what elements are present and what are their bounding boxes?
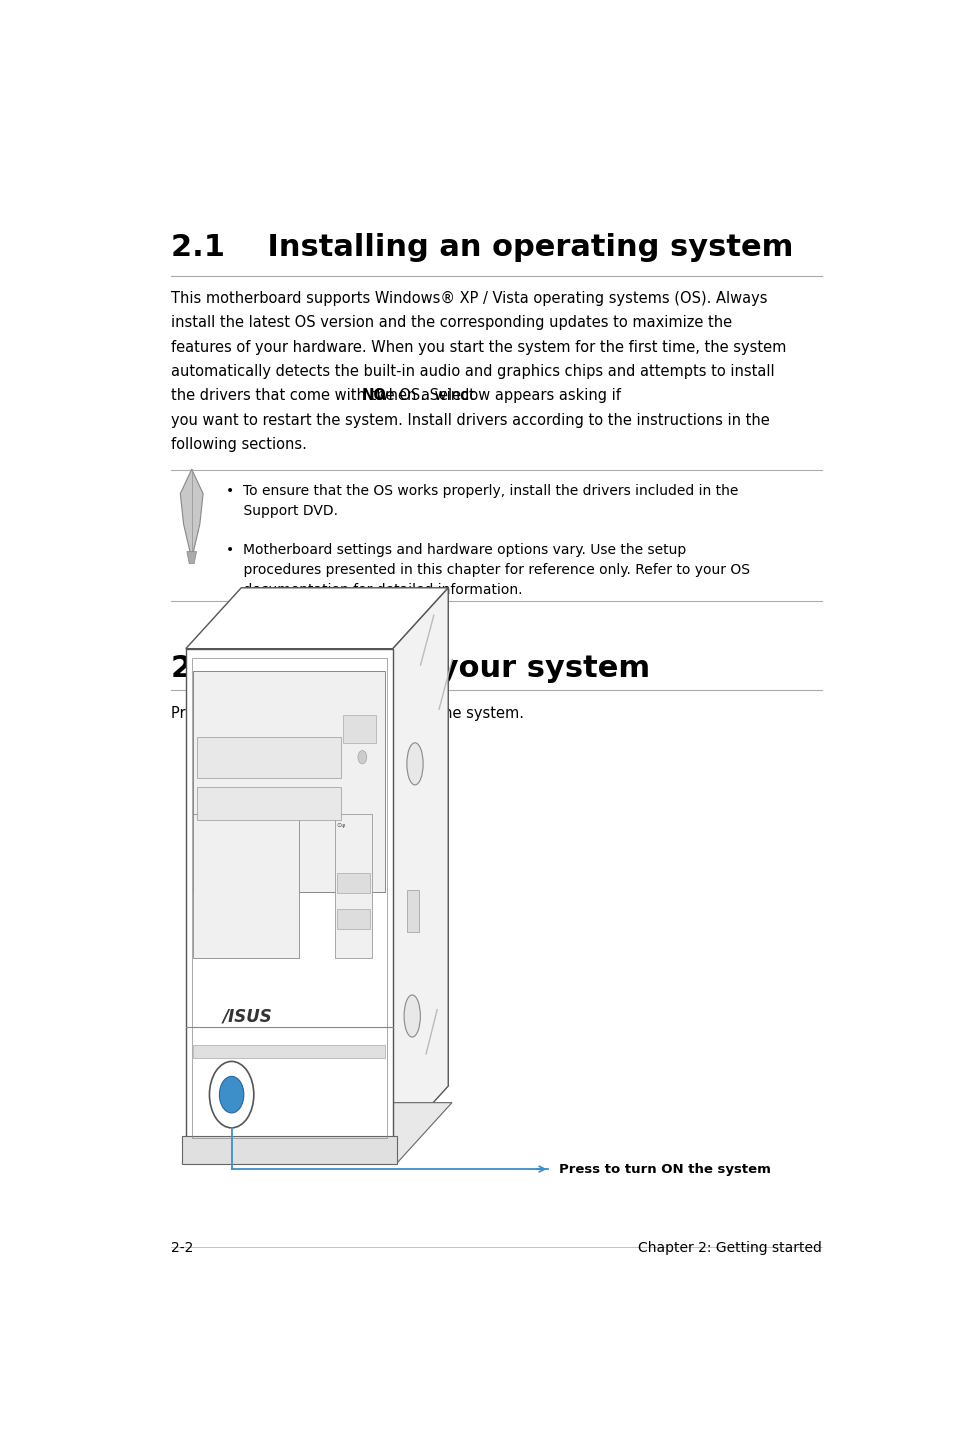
Text: /ISUS: /ISUS xyxy=(223,1008,273,1025)
Text: •  To ensure that the OS works properly, install the drivers included in the: • To ensure that the OS works properly, … xyxy=(226,483,738,498)
Text: Press the Power button to power up the system.: Press the Power button to power up the s… xyxy=(171,706,523,722)
FancyBboxPatch shape xyxy=(196,738,341,778)
FancyBboxPatch shape xyxy=(196,787,341,820)
Polygon shape xyxy=(186,588,448,649)
FancyBboxPatch shape xyxy=(406,890,418,932)
FancyBboxPatch shape xyxy=(182,1136,396,1163)
Ellipse shape xyxy=(406,743,423,785)
Circle shape xyxy=(357,751,366,764)
Circle shape xyxy=(219,1077,244,1113)
Text: documentation for detailed information.: documentation for detailed information. xyxy=(226,584,522,597)
Text: when a window appears asking if: when a window appears asking if xyxy=(371,388,619,404)
Text: Chapter 2: Getting started: Chapter 2: Getting started xyxy=(638,1241,821,1255)
Text: features of your hardware. When you start the system for the first time, the sys: features of your hardware. When you star… xyxy=(171,339,785,355)
Text: 2.2    Powering your system: 2.2 Powering your system xyxy=(171,654,649,683)
Polygon shape xyxy=(182,1103,452,1163)
FancyBboxPatch shape xyxy=(335,814,372,958)
FancyBboxPatch shape xyxy=(193,1045,385,1058)
Text: procedures presented in this chapter for reference only. Refer to your OS: procedures presented in this chapter for… xyxy=(226,564,750,578)
Text: the drivers that come with the OS. Select: the drivers that come with the OS. Selec… xyxy=(171,388,479,404)
Text: you want to restart the system. Install drivers according to the instructions in: you want to restart the system. Install … xyxy=(171,413,769,429)
FancyBboxPatch shape xyxy=(336,909,370,929)
Text: 2-2: 2-2 xyxy=(171,1241,193,1255)
FancyBboxPatch shape xyxy=(343,715,375,743)
Text: ⊙ψ: ⊙ψ xyxy=(336,823,345,827)
Text: following sections.: following sections. xyxy=(171,437,307,452)
FancyBboxPatch shape xyxy=(336,873,370,893)
Text: NO: NO xyxy=(361,388,387,404)
Text: This motherboard supports Windows® XP / Vista operating systems (OS). Always: This motherboard supports Windows® XP / … xyxy=(171,290,767,306)
Text: •  Motherboard settings and hardware options vary. Use the setup: • Motherboard settings and hardware opti… xyxy=(226,544,686,558)
Text: automatically detects the built-in audio and graphics chips and attempts to inst: automatically detects the built-in audio… xyxy=(171,364,774,380)
Text: Press to turn ON the system: Press to turn ON the system xyxy=(558,1162,770,1176)
FancyBboxPatch shape xyxy=(193,814,298,958)
Polygon shape xyxy=(187,552,196,564)
FancyBboxPatch shape xyxy=(186,649,393,1148)
Polygon shape xyxy=(180,469,203,561)
FancyBboxPatch shape xyxy=(193,670,385,892)
Polygon shape xyxy=(393,588,448,1148)
Text: Support DVD.: Support DVD. xyxy=(226,503,338,518)
Text: 2.1    Installing an operating system: 2.1 Installing an operating system xyxy=(171,233,793,263)
Text: install the latest OS version and the corresponding updates to maximize the: install the latest OS version and the co… xyxy=(171,315,731,331)
Ellipse shape xyxy=(404,995,420,1037)
Circle shape xyxy=(210,1061,253,1127)
